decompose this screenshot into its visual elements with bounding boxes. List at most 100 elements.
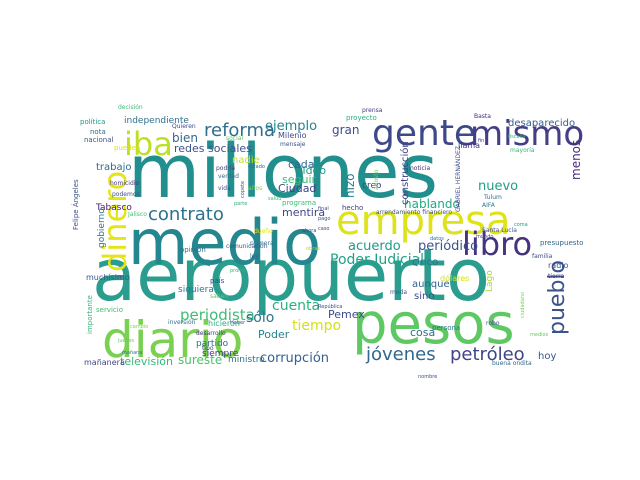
word-redes-sociales: redes sociales	[174, 142, 252, 155]
word-aifa: AIFA	[482, 202, 496, 209]
word-saben: saben	[210, 293, 228, 300]
word-noticia: noticia	[410, 165, 430, 172]
word-nacional: nacional	[84, 136, 114, 144]
word-sureste: sureste	[178, 353, 222, 367]
word-pronto: pronto	[230, 268, 246, 274]
word-television: televisión	[120, 355, 173, 368]
word-construccion: construcción	[399, 141, 411, 205]
word-programa: programa	[282, 199, 316, 207]
word-empresa: empresa	[336, 198, 511, 244]
word-estado: estado	[248, 164, 265, 170]
word-politica: política	[80, 118, 105, 126]
word-santa-lucia: Santa Lucía	[482, 227, 517, 234]
word-reforma: reforma	[204, 120, 275, 141]
word-solo: sólo	[246, 310, 274, 326]
word-mismo: mismo	[470, 114, 584, 154]
word-cuenta: cuenta	[272, 298, 320, 314]
word-hablando: hablando	[404, 197, 460, 211]
word-pago: pago	[318, 216, 330, 222]
word-obras: obras	[306, 246, 320, 252]
word-coma: coma	[514, 222, 528, 228]
word-hoy: hoy	[538, 351, 556, 362]
word-partido: partido	[196, 339, 229, 349]
word-nota: nota	[90, 128, 106, 136]
word-felipe-angeles: Felipe Ángeles	[71, 179, 80, 230]
word-ciudad: Ciudad	[278, 182, 316, 195]
word-mayoria: mayoría	[510, 147, 535, 154]
word-tulum: Tulum	[483, 194, 502, 201]
word-pueden: pueden	[114, 144, 140, 152]
word-ministro: ministro	[228, 355, 265, 365]
word-parte: parte	[234, 201, 247, 207]
word-video: video	[296, 164, 326, 177]
word-menos: menos	[569, 140, 583, 180]
word-aeropuerto: aeropuerto	[92, 233, 490, 317]
word-vida: vida	[218, 185, 231, 192]
word-mundo: mundo	[476, 234, 493, 240]
word-medio: medio	[128, 206, 321, 279]
word-podria: podría	[216, 165, 235, 172]
word-homicidio: homicidio	[110, 180, 139, 187]
word-social: social	[226, 135, 243, 142]
word-poder-judicial: Poder Judicial	[330, 252, 424, 268]
word-radio: radio	[548, 261, 568, 270]
word-agosto: agosto	[373, 169, 380, 190]
word-millones: millones	[128, 129, 438, 215]
word-primera: primera	[250, 240, 274, 247]
word-verdad: verdad	[218, 173, 239, 180]
word-hizo: hizo	[343, 173, 357, 198]
word-robo: robo	[486, 320, 500, 327]
word-jalisco: Jalisco	[127, 211, 147, 218]
word-proyecto: proyecto	[346, 114, 377, 122]
word-acuerdo: acuerdo	[348, 239, 401, 254]
word-nombre: nombre	[418, 374, 437, 380]
word-lago: Lago	[485, 270, 495, 292]
word-republica: República	[318, 303, 342, 310]
word-manana: mañana	[122, 350, 142, 356]
word-importante: importante	[86, 295, 94, 334]
word-salud: salud	[268, 196, 281, 202]
word-servicio: servicio	[96, 306, 123, 314]
word-final: final	[318, 206, 329, 212]
word-mentira: mentira	[282, 206, 325, 219]
word-cambio: cambio	[130, 324, 148, 330]
word-buena-ondita: buena ondita	[492, 360, 532, 367]
word-medios: medios	[530, 332, 549, 338]
word-creo: creo	[362, 181, 382, 191]
word-contrato: contrato	[148, 204, 224, 225]
word-muchisimo: muchísimo	[86, 273, 130, 282]
word-cinco: cinco	[412, 257, 438, 268]
word-nuevo: nuevo	[478, 179, 518, 194]
word-haber: Haber	[230, 320, 246, 326]
word-datos: datos	[430, 236, 444, 242]
word-petroleo: petróleo	[450, 344, 525, 365]
word-libro: libro	[462, 225, 532, 263]
word-quieren: Quieren	[172, 123, 196, 130]
word-milenio: Milenio	[278, 131, 307, 140]
word-siempre: siempre	[202, 349, 239, 359]
word-fiscalia: fiscalía	[508, 133, 525, 140]
word-mensaje: mensaje	[280, 141, 306, 148]
word-hicieron: hicieron	[208, 319, 240, 328]
word-arrendamiento-financiero: arrendamiento financiero	[376, 209, 452, 216]
word-hecho: hecho	[342, 204, 363, 212]
word-familia: familia	[532, 253, 553, 260]
word-ahora: ahora	[302, 228, 316, 234]
word-persona: persona	[432, 324, 460, 332]
word-ley: ley	[250, 253, 259, 260]
word-basta: Basta	[474, 113, 491, 120]
word-presupuesto: presupuesto	[540, 239, 583, 247]
word-dueno: dueño	[254, 228, 273, 235]
word-periodista: periodista	[180, 306, 255, 324]
word-gabriel-hernandez: GABRIEL HERNÁNDEZ	[455, 146, 462, 212]
word-podemos: podemos	[112, 191, 140, 198]
word-bien: bien	[172, 131, 198, 145]
word-decision: decisión	[118, 104, 143, 111]
word-siquiera: siquiera	[178, 285, 214, 295]
word-mananera: mañanera	[84, 358, 125, 367]
word-dolares: dólares	[440, 273, 469, 283]
word-opinion: opinión	[180, 246, 206, 254]
word-prensa: prensa	[362, 107, 383, 114]
word-anos: años	[248, 185, 262, 192]
